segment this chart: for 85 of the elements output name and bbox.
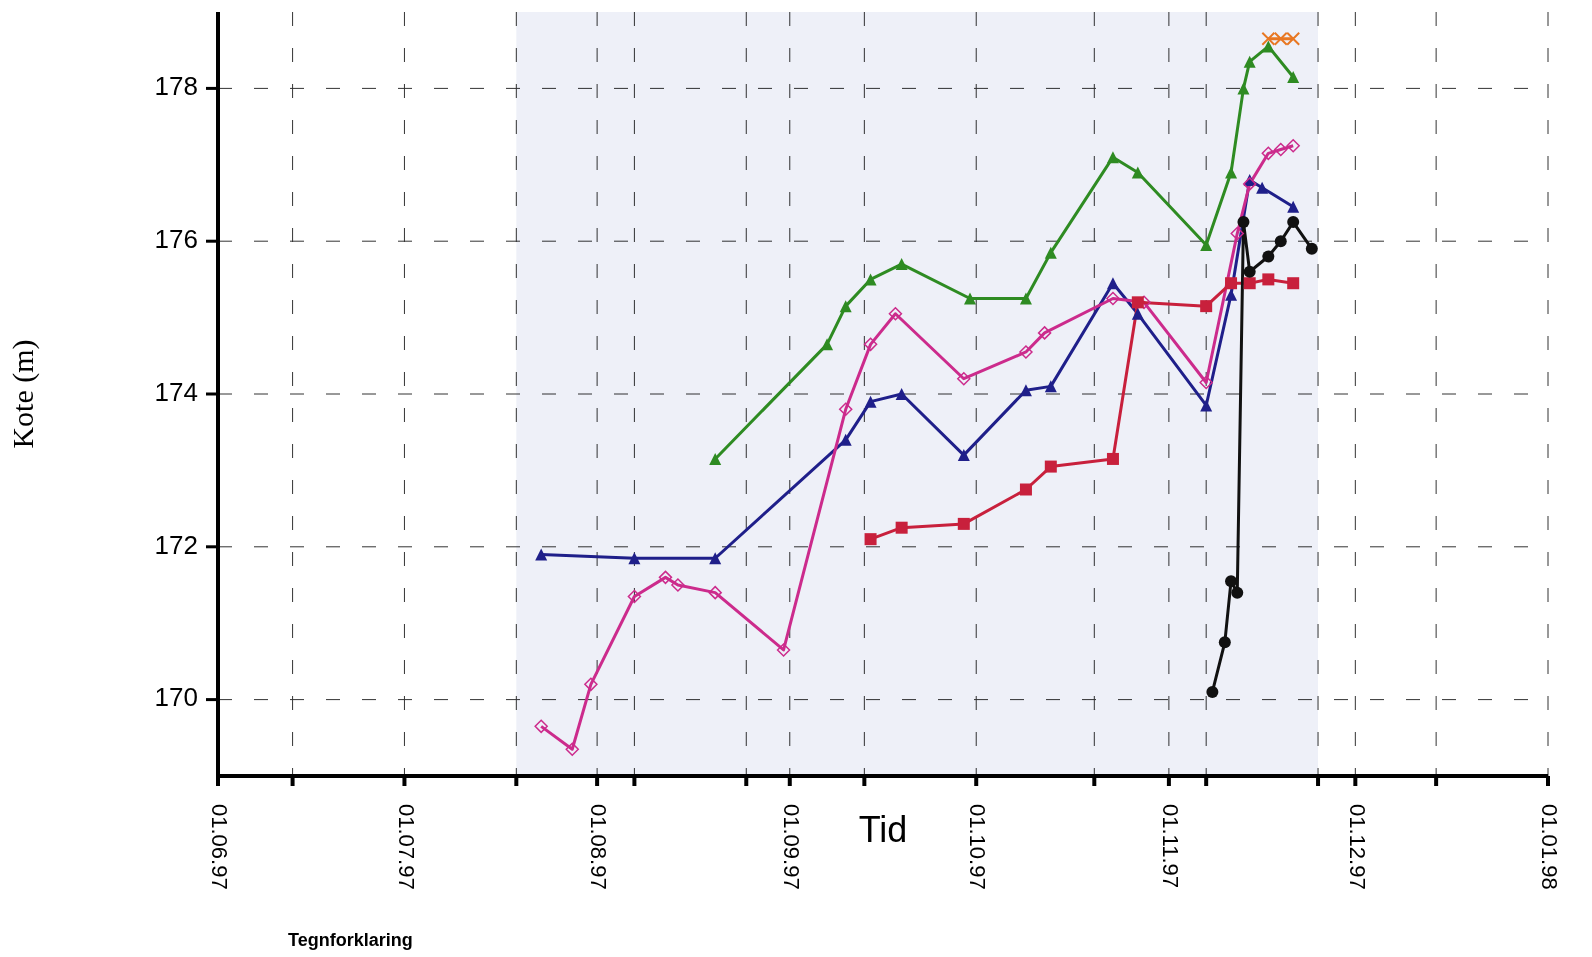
point xyxy=(628,552,641,565)
point xyxy=(1225,277,1238,290)
x-tick-label: 01.09.97 xyxy=(778,804,804,890)
point xyxy=(895,258,908,271)
x-tick-label: 01.01.98 xyxy=(1537,804,1563,890)
point xyxy=(627,589,642,604)
point xyxy=(1262,40,1275,53)
point xyxy=(1237,216,1250,229)
y-tick-label: 174 xyxy=(154,376,198,407)
point xyxy=(1225,166,1238,179)
point xyxy=(1243,277,1256,290)
point xyxy=(1200,399,1213,412)
point xyxy=(1019,345,1033,359)
point xyxy=(1243,55,1256,68)
x-tick-label: 01.10.97 xyxy=(965,804,991,890)
point xyxy=(1261,146,1276,161)
y-tick-label: 178 xyxy=(154,71,198,102)
x-tick-label: 01.06.97 xyxy=(207,804,233,890)
point xyxy=(1019,483,1032,496)
point xyxy=(1256,181,1269,194)
point xyxy=(864,395,877,408)
point xyxy=(709,452,722,465)
x-axis-title: Tid xyxy=(858,808,908,850)
point xyxy=(535,548,548,561)
point xyxy=(565,742,579,757)
point xyxy=(957,449,970,462)
point xyxy=(1262,273,1275,286)
point xyxy=(1218,636,1231,649)
point xyxy=(1262,250,1275,263)
point xyxy=(839,300,852,313)
point xyxy=(1243,265,1256,278)
point xyxy=(1206,685,1219,698)
point xyxy=(1199,375,1213,390)
point xyxy=(957,371,971,386)
point xyxy=(1200,239,1213,252)
y-axis-title: Kote (m) xyxy=(5,339,40,449)
point xyxy=(1044,380,1057,393)
point xyxy=(708,585,722,600)
point xyxy=(1044,460,1057,473)
x-tick-label: 01.07.97 xyxy=(393,804,419,890)
point xyxy=(1131,166,1144,179)
point xyxy=(1106,452,1119,465)
y-tick-label: 172 xyxy=(154,529,198,560)
point xyxy=(1287,277,1300,290)
point xyxy=(1131,296,1144,309)
point xyxy=(863,337,878,352)
point xyxy=(1274,142,1288,157)
point xyxy=(964,292,977,305)
point xyxy=(1287,70,1300,83)
point xyxy=(957,517,970,530)
point xyxy=(1287,216,1300,229)
point xyxy=(1274,235,1287,248)
point xyxy=(1044,246,1057,259)
point xyxy=(1225,288,1238,301)
x-tick-label: 01.12.97 xyxy=(1344,804,1370,890)
point xyxy=(709,552,722,565)
x-tick-label: 01.08.97 xyxy=(586,804,612,890)
point xyxy=(1242,177,1257,191)
point xyxy=(1106,151,1119,164)
point xyxy=(1106,277,1119,290)
point xyxy=(821,338,834,351)
y-tick-label: 176 xyxy=(154,224,198,255)
text: Tegnforklaring xyxy=(288,930,413,951)
y-tick-label: 170 xyxy=(154,682,198,713)
point xyxy=(864,533,877,546)
point xyxy=(1305,242,1318,255)
point xyxy=(1231,586,1244,599)
point xyxy=(1200,300,1213,313)
point xyxy=(895,521,908,534)
point xyxy=(534,719,548,734)
point xyxy=(1286,138,1300,153)
point xyxy=(671,578,685,592)
point xyxy=(1287,200,1300,213)
point xyxy=(1131,307,1144,320)
point xyxy=(838,402,853,417)
point xyxy=(1237,82,1250,95)
point xyxy=(1106,291,1120,306)
point xyxy=(658,570,673,585)
point xyxy=(776,643,791,657)
point xyxy=(1230,226,1244,241)
x-tick-label: 01.11.97 xyxy=(1158,804,1184,889)
point xyxy=(1019,292,1032,305)
point xyxy=(888,307,903,321)
point xyxy=(584,677,598,692)
point xyxy=(1037,326,1052,340)
